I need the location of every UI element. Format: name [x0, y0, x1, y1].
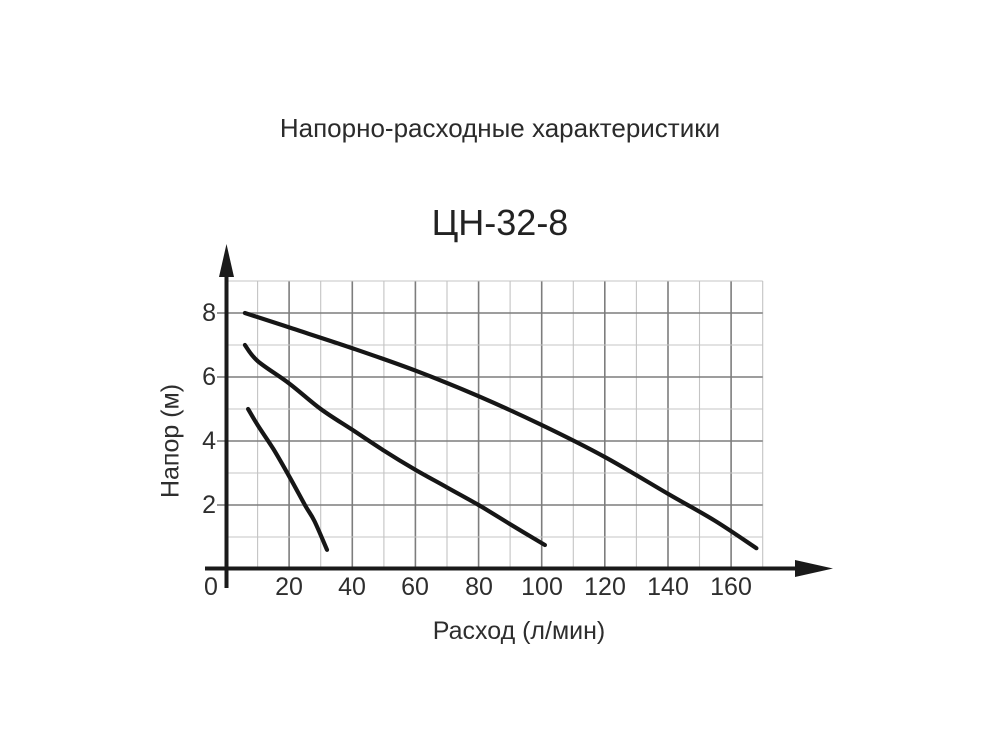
y-tick-label: 8	[202, 299, 216, 327]
x-axis-title: Расход (л/мин)	[432, 617, 606, 645]
x-tick-label: 20	[275, 573, 303, 601]
pump-curve-2-middle	[242, 342, 547, 548]
y-tick-label: 6	[202, 363, 216, 391]
x-tick-label: 40	[338, 573, 366, 601]
x-tick-label: 80	[465, 573, 493, 601]
x-tick-label: 100	[521, 573, 563, 601]
pump-model-title: ЦН-32-8	[431, 202, 569, 243]
x-axis-arrow-icon	[795, 560, 833, 577]
pump-curve-1-upper	[242, 310, 759, 551]
y-axis-title: Напор (м)	[156, 383, 185, 499]
pump-curve-3-lower	[246, 406, 330, 552]
x-tick-label: 0	[204, 573, 218, 601]
chart-title: Напорно-расходные характеристики	[279, 113, 721, 143]
x-tick-label: 140	[647, 573, 689, 601]
x-tick-label: 160	[710, 573, 752, 601]
y-tick-label: 2	[202, 491, 216, 519]
x-tick-label: 60	[401, 573, 429, 601]
y-tick-label: 4	[202, 427, 216, 455]
x-tick-label: 120	[584, 573, 626, 601]
y-axis-arrow-icon	[219, 244, 234, 277]
